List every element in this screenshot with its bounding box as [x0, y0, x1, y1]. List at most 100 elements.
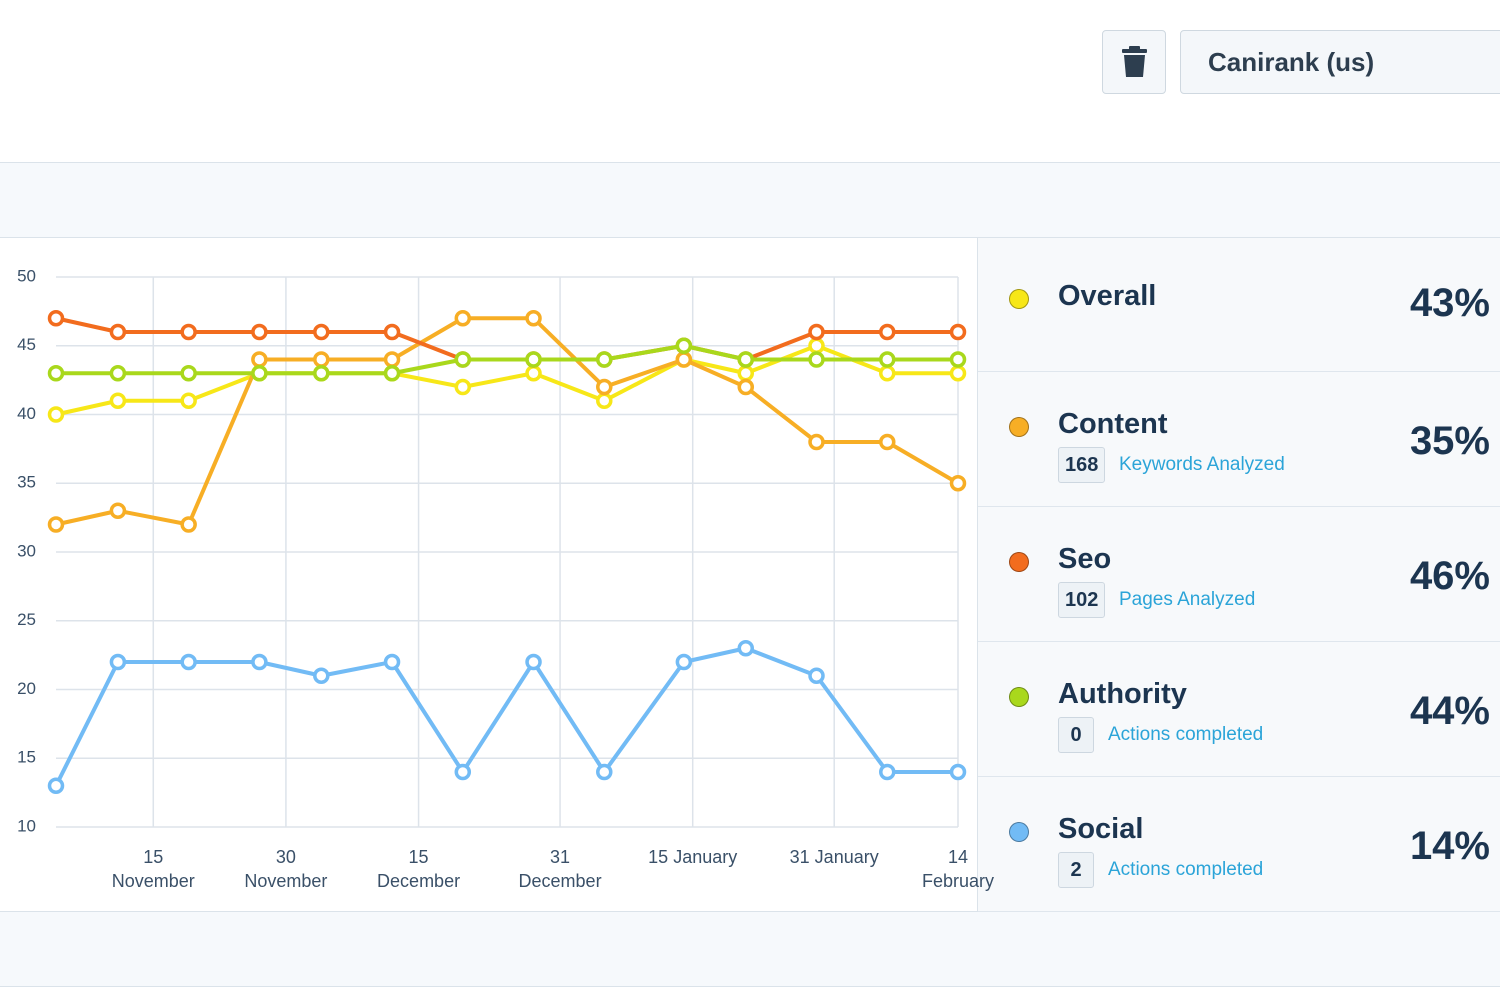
data-point [454, 310, 472, 327]
data-point [109, 653, 127, 671]
legend-row: Authority 44% 0 Actions completed [978, 643, 1500, 777]
x-tick-label: 31 December [518, 847, 602, 891]
data-point [525, 351, 542, 368]
series-line [56, 343, 958, 376]
data-point [879, 433, 896, 451]
data-point [808, 667, 825, 684]
legend-swatch [1009, 417, 1029, 437]
data-point [737, 351, 755, 368]
legend-swatch [1009, 687, 1029, 707]
series-line [55, 316, 960, 527]
score: 43% [1409, 281, 1490, 325]
data-point [313, 667, 330, 684]
y-tick-label: 20 [17, 679, 36, 698]
data-point [525, 365, 542, 382]
data-point [109, 323, 127, 341]
legend-swatch [1009, 289, 1029, 309]
data-point [454, 763, 472, 781]
y-tick-label: 10 [17, 816, 36, 835]
data-point [47, 365, 65, 382]
y-tick-label: 45 [17, 335, 36, 354]
data-point [383, 365, 401, 382]
x-tick-label: 14 February [921, 847, 995, 891]
data-point [47, 777, 65, 794]
count-badge: 2 [1058, 852, 1094, 888]
legend-name: Authority [1058, 678, 1187, 710]
score: 35% [1409, 419, 1490, 463]
data-point [313, 351, 330, 368]
data-point [737, 365, 755, 382]
data-point [949, 323, 967, 341]
legend-row: Overall 43% [978, 238, 1500, 372]
data-point [675, 337, 693, 354]
data-point [879, 763, 896, 781]
data-point [737, 640, 755, 657]
y-tick-label: 30 [17, 541, 36, 560]
data-point [109, 502, 127, 519]
y-tick-label: 40 [17, 404, 36, 423]
score: 46% [1409, 554, 1490, 598]
trash-icon [1122, 46, 1147, 77]
data-point [675, 653, 693, 671]
legend-row: Seo 46% 102 Pages Analyzed [978, 508, 1500, 642]
site-selector[interactable]: Canirank (us) [1180, 30, 1500, 94]
footer-band [0, 911, 1500, 987]
x-tick-label: 31 January [789, 847, 879, 867]
data-point [454, 378, 472, 396]
data-point [180, 392, 197, 409]
series-line [55, 343, 958, 417]
legend-swatch [1009, 822, 1029, 842]
data-point [383, 653, 401, 671]
data-point [949, 351, 967, 368]
x-tick-label: 15 January [648, 847, 738, 867]
data-point [180, 365, 197, 382]
y-tick-label: 25 [17, 610, 36, 629]
count-label: Actions completed [1108, 724, 1264, 745]
data-point [180, 323, 197, 341]
data-point [251, 365, 268, 382]
toolbar-band [0, 162, 1500, 238]
count-label: Keywords Analyzed [1119, 454, 1285, 475]
data-point [47, 516, 65, 533]
y-tick-label: 15 [17, 748, 36, 767]
chart: 10 15 20 25 30 35 40 45 50 [17, 266, 967, 835]
data-point [313, 323, 330, 341]
data-point [808, 323, 825, 341]
legend-row: Content 35% 168 Keywords Analyzed [978, 373, 1500, 507]
data-point [949, 475, 967, 492]
data-point [47, 310, 65, 327]
count-badge: 102 [1058, 582, 1106, 618]
x-tick-label: 30 November [244, 847, 328, 891]
data-point [109, 392, 127, 409]
legend-row: Social 14% 2 Actions completed [978, 778, 1500, 912]
legend-name: Seo [1058, 543, 1112, 575]
data-point [879, 365, 896, 382]
data-point [737, 378, 755, 396]
data-point [251, 653, 268, 671]
data-point [47, 406, 65, 423]
data-point [180, 653, 197, 671]
legend-name: Content [1058, 408, 1168, 440]
data-point [596, 351, 613, 368]
count-badge: 168 [1058, 447, 1106, 483]
legend-name: Overall [1058, 280, 1157, 312]
delete-button[interactable] [1102, 30, 1166, 94]
data-point [879, 351, 896, 368]
data-point [525, 653, 542, 671]
data-point [251, 323, 268, 341]
count-badge: 0 [1058, 717, 1094, 753]
data-point [454, 351, 472, 368]
data-point [949, 365, 967, 382]
data-point [808, 337, 825, 354]
x-tick-label: 15 November [111, 847, 195, 891]
y-tick-label: 35 [17, 473, 36, 492]
side-panel [977, 238, 1500, 911]
site-name: Canirank (us) [1208, 47, 1375, 77]
score: 14% [1409, 824, 1490, 868]
data-point [109, 365, 127, 382]
data-point [180, 516, 197, 533]
series-line [54, 646, 958, 787]
count-label: Pages Analyzed [1119, 589, 1256, 610]
data-point [808, 351, 825, 368]
